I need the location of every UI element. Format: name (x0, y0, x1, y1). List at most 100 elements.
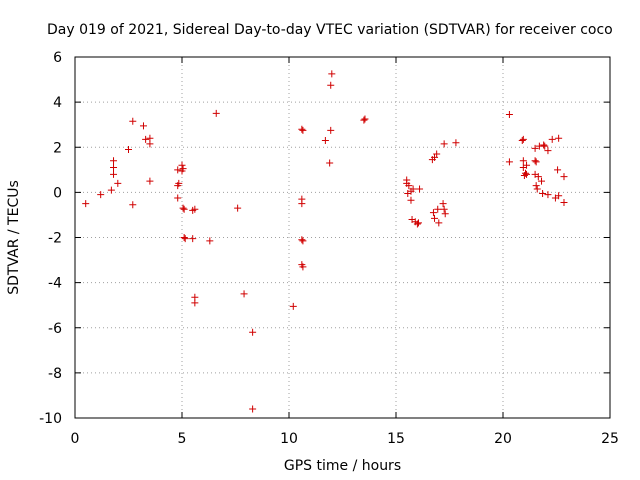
data-point (180, 234, 188, 241)
data-point (299, 126, 307, 134)
chart-title: Day 019 of 2021, Sidereal Day-to-day VTE… (47, 22, 613, 38)
data-point (212, 109, 220, 117)
data-point (538, 177, 546, 185)
data-point (110, 170, 118, 178)
data-point (434, 205, 442, 213)
data-point (289, 302, 297, 310)
data-point (298, 200, 306, 208)
data-point (414, 219, 422, 227)
data-point (554, 166, 562, 174)
data-point (180, 205, 188, 213)
data-point (139, 122, 147, 130)
data-point (452, 139, 460, 147)
data-point (249, 405, 257, 413)
data-point (519, 135, 527, 143)
data-point (405, 182, 413, 190)
data-point (360, 116, 368, 124)
y-tick-label: 0 (53, 185, 62, 201)
axis-ticks (74, 56, 611, 419)
data-point (110, 157, 118, 165)
data-point (433, 150, 441, 158)
data-point (179, 204, 187, 212)
data-point (521, 169, 529, 177)
y-tick-label: -8 (48, 366, 62, 382)
grid-lines (75, 57, 610, 418)
data-point (439, 200, 447, 208)
y-tick-label: 2 (53, 140, 62, 156)
data-point (114, 179, 122, 187)
data-point (548, 135, 556, 143)
data-point (146, 134, 154, 142)
data-point (409, 185, 417, 193)
data-point (107, 186, 115, 194)
data-point (191, 205, 199, 213)
x-tick-label: 20 (494, 431, 512, 447)
data-point (361, 115, 369, 123)
data-point (327, 126, 335, 134)
data-point (321, 136, 329, 144)
data-point (440, 140, 448, 148)
y-tick-label: -4 (48, 276, 62, 292)
x-tick-label: 0 (71, 431, 80, 447)
data-point (191, 299, 199, 307)
data-point (539, 190, 547, 198)
y-tick-labels: -10 -8 -6 -4 -2 0 2 4 6 (39, 50, 62, 427)
data-point (534, 173, 542, 181)
data-point (327, 81, 335, 89)
data-point (181, 235, 189, 243)
data-point (110, 164, 118, 172)
data-point (206, 237, 214, 245)
data-point (555, 192, 563, 200)
data-point (505, 158, 513, 166)
x-tick-label: 10 (280, 431, 298, 447)
x-axis-title: GPS time / hours (284, 458, 401, 474)
data-point (240, 290, 248, 298)
data-point (129, 201, 137, 209)
data-point (298, 125, 306, 133)
data-point (541, 142, 549, 150)
data-point (299, 263, 307, 271)
data-point (298, 236, 306, 244)
data-point (533, 185, 541, 193)
data-point (531, 157, 539, 165)
data-point (505, 111, 513, 119)
data-point (326, 159, 334, 167)
data-point (413, 220, 421, 228)
data-points (82, 70, 568, 413)
data-point (142, 135, 150, 143)
data-point (531, 144, 539, 152)
data-point (431, 214, 439, 222)
data-point (523, 161, 531, 169)
x-tick-label: 25 (601, 431, 619, 447)
x-tick-label: 5 (178, 431, 187, 447)
data-point (544, 147, 552, 155)
x-tick-label: 15 (387, 431, 405, 447)
y-tick-label: 4 (53, 95, 62, 111)
data-point (416, 185, 424, 193)
data-point (174, 194, 182, 202)
data-point (146, 177, 154, 185)
y-tick-label: 6 (53, 50, 62, 66)
data-point (435, 219, 443, 227)
data-point (440, 205, 448, 213)
data-point (532, 182, 540, 190)
data-point (328, 70, 336, 78)
y-tick-label: -6 (48, 321, 62, 337)
data-point (407, 196, 415, 204)
data-point (97, 191, 105, 199)
data-point (518, 136, 526, 144)
data-point (560, 199, 568, 207)
data-point (299, 237, 307, 245)
data-point (519, 157, 527, 165)
data-point (125, 146, 132, 154)
data-point (523, 170, 531, 178)
data-point (429, 209, 437, 217)
data-point (555, 134, 563, 142)
x-tick-labels: 0 5 10 15 20 25 (71, 431, 619, 447)
data-point (249, 328, 257, 336)
y-tick-label: -2 (48, 231, 62, 247)
data-point (129, 117, 137, 125)
data-point (441, 210, 449, 218)
data-point (82, 200, 90, 208)
